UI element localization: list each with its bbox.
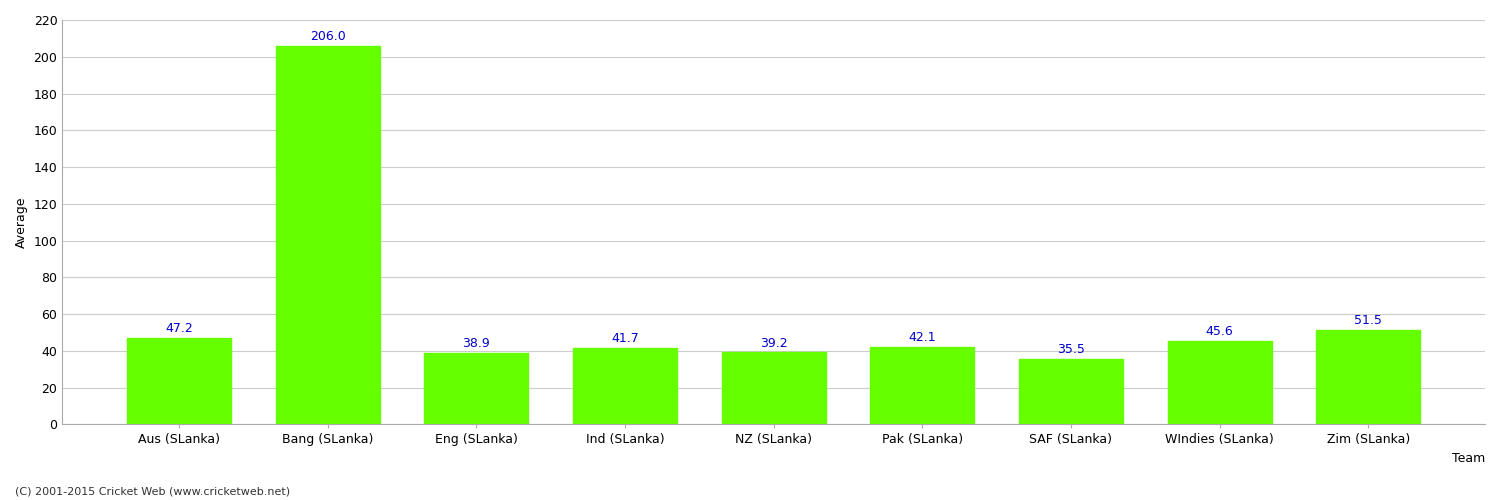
Bar [1019,359,1124,424]
Text: 38.9: 38.9 [462,337,490,350]
X-axis label: Team: Team [1452,452,1485,465]
Bar [1167,340,1272,424]
Text: 45.6: 45.6 [1206,325,1233,338]
Bar [424,353,528,424]
Bar [573,348,676,424]
Bar [1317,330,1420,424]
Text: 39.2: 39.2 [760,336,788,349]
Y-axis label: Average: Average [15,196,28,248]
Text: 35.5: 35.5 [1058,344,1084,356]
Bar [870,347,975,424]
Bar [722,352,825,424]
Text: 51.5: 51.5 [1354,314,1382,327]
Text: 47.2: 47.2 [165,322,194,335]
Text: 41.7: 41.7 [610,332,639,345]
Text: 42.1: 42.1 [909,332,936,344]
Text: 206.0: 206.0 [310,30,345,43]
Text: (C) 2001-2015 Cricket Web (www.cricketweb.net): (C) 2001-2015 Cricket Web (www.cricketwe… [15,487,290,497]
Bar [128,338,231,424]
Bar [276,46,380,424]
